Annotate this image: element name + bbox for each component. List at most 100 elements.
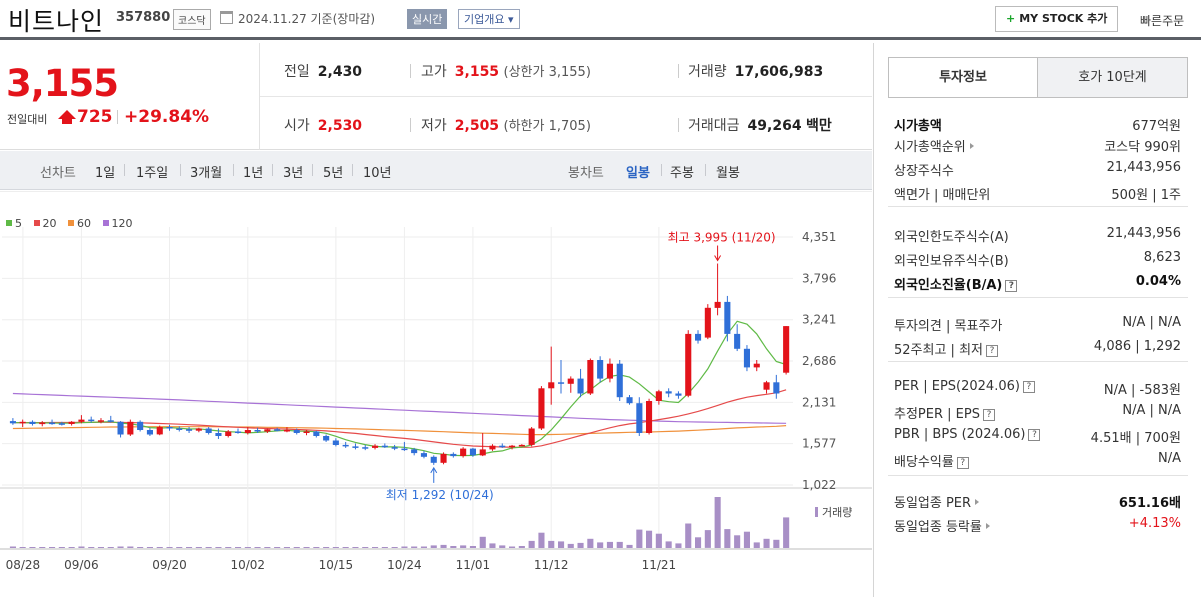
chart-canvas[interactable]: 08/28 09/06 09/20 10/02 10/15 10/24 11/01 11/12… xyxy=(0,191,872,597)
period-3y[interactable]: 3년 xyxy=(283,166,304,181)
x-tick-label: 10/15 xyxy=(319,558,354,572)
period-1y[interactable]: 1년 xyxy=(243,166,264,181)
volume-bar xyxy=(743,531,750,548)
min-arrow-icon xyxy=(430,466,438,474)
help-icon[interactable]: ? xyxy=(956,457,969,469)
y-tick-label: 2,686 xyxy=(802,354,836,368)
info-value: N/A | N/A xyxy=(1122,403,1181,418)
high-price: 고가 3,155 (상한가 3,155) xyxy=(421,61,591,81)
candle-body xyxy=(68,421,75,424)
candle-body xyxy=(704,307,711,338)
volume-label: 거래량 xyxy=(822,506,852,519)
candle-weekly[interactable]: 주봉 xyxy=(670,166,694,181)
period-1w[interactable]: 1주일 xyxy=(136,166,169,181)
legend-ma60: 60 xyxy=(68,217,91,230)
info-value: 코스닥 990위 xyxy=(1104,140,1181,155)
line-chart-title: 선차트 xyxy=(40,166,76,181)
volume-value: 17,606,983 xyxy=(734,64,824,80)
candle-body xyxy=(763,382,770,390)
caret-right-icon xyxy=(975,499,980,505)
add-mystock-button[interactable]: + MY STOCK 추가 xyxy=(995,6,1119,32)
info-row: 상장주식수 21,443,956 xyxy=(894,160,1181,180)
tab-order-book[interactable]: 호가 10단계 xyxy=(1037,58,1187,97)
candle-body xyxy=(469,448,476,456)
divider xyxy=(410,64,411,78)
volume-bar xyxy=(225,547,232,548)
volume-bar xyxy=(420,546,427,548)
market-badge: 코스닥 xyxy=(173,9,211,30)
price-chart[interactable]: 5 20 60 120 08/28 09/06 09/20 10/02 10/15 10/… xyxy=(0,191,872,597)
company-overview-button[interactable]: 기업개요 ▾ xyxy=(458,9,520,29)
caret-right-icon xyxy=(985,523,990,529)
candle-body xyxy=(665,391,672,394)
candle-body xyxy=(137,421,144,430)
divider xyxy=(352,164,353,176)
stock-code: 357880 xyxy=(116,10,171,25)
quick-order-link[interactable]: 빠른주문 xyxy=(1140,14,1185,28)
volume-bar xyxy=(783,517,790,548)
legend-swatch xyxy=(68,220,74,226)
info-value: 21,443,956 xyxy=(1106,226,1181,241)
candle-body xyxy=(195,428,202,431)
candle-body xyxy=(293,430,300,433)
volume-bar xyxy=(538,532,545,548)
legend-swatch xyxy=(102,220,109,226)
candle-body xyxy=(303,431,310,433)
amount-label: 거래대금 xyxy=(688,118,740,134)
candle-body xyxy=(558,382,565,384)
candle-body xyxy=(675,393,682,396)
info-key: 외국인한도주식수(A) xyxy=(894,230,1009,245)
info-row: 시가총액순위 코스닥 990위 xyxy=(894,136,1181,156)
low-label: 저가 xyxy=(421,118,447,134)
candle-monthly[interactable]: 월봉 xyxy=(716,166,740,181)
calendar-icon xyxy=(220,11,233,24)
volume-bar xyxy=(381,547,388,548)
candle-body xyxy=(655,391,662,401)
info-key: 상장주식수 xyxy=(894,164,954,179)
help-icon[interactable]: ? xyxy=(1028,429,1041,441)
candle-body xyxy=(743,348,750,368)
divider xyxy=(888,475,1188,476)
info-row: 투자의견 | 목표주가 N/A | N/A xyxy=(894,315,1181,335)
candle-body xyxy=(264,429,271,432)
volume-bar xyxy=(137,547,144,548)
help-icon[interactable]: ? xyxy=(1005,280,1018,292)
volume-bar xyxy=(313,547,320,548)
candle-body xyxy=(381,445,388,448)
period-10y[interactable]: 10년 xyxy=(363,166,392,181)
amount-value: 49,264 xyxy=(747,118,802,134)
volume-bar xyxy=(518,546,525,548)
prev-close-value: 2,430 xyxy=(317,64,363,80)
realtime-button[interactable]: 실시간 xyxy=(407,9,448,29)
info-key: PER | EPS(2024.06)? xyxy=(894,379,1035,394)
info-value: 21,443,956 xyxy=(1106,160,1181,175)
candle-body xyxy=(450,453,457,457)
volume-bar xyxy=(205,547,212,548)
volume-bar xyxy=(97,547,104,548)
divider xyxy=(272,164,273,176)
divider xyxy=(233,164,234,176)
help-icon[interactable]: ? xyxy=(986,345,998,357)
candle-body xyxy=(205,428,212,433)
tab-investment-info[interactable]: 투자정보 xyxy=(889,58,1037,97)
divider xyxy=(124,164,125,176)
info-row: 동일업종 PER 651.16배 xyxy=(894,492,1181,512)
legend-swatch xyxy=(6,220,12,226)
period-5y[interactable]: 5년 xyxy=(323,166,344,181)
period-3m[interactable]: 3개월 xyxy=(190,166,223,181)
candle-body xyxy=(460,448,467,456)
y-tick-label: 3,241 xyxy=(802,313,836,327)
add-mystock-label: MY STOCK 추가 xyxy=(1019,12,1108,25)
info-key: 시가총액순위 xyxy=(894,136,974,155)
volume-bar xyxy=(186,547,193,548)
divider xyxy=(180,164,181,176)
period-1d[interactable]: 1일 xyxy=(95,166,116,181)
help-icon[interactable]: ? xyxy=(982,409,995,421)
candle-body xyxy=(283,430,290,432)
divider xyxy=(117,110,118,124)
volume-bar xyxy=(156,547,163,548)
candle-body xyxy=(783,326,790,373)
candle-daily[interactable]: 일봉 xyxy=(626,166,650,181)
help-icon[interactable]: ? xyxy=(1022,381,1035,393)
info-value: +4.13% xyxy=(1128,516,1181,531)
